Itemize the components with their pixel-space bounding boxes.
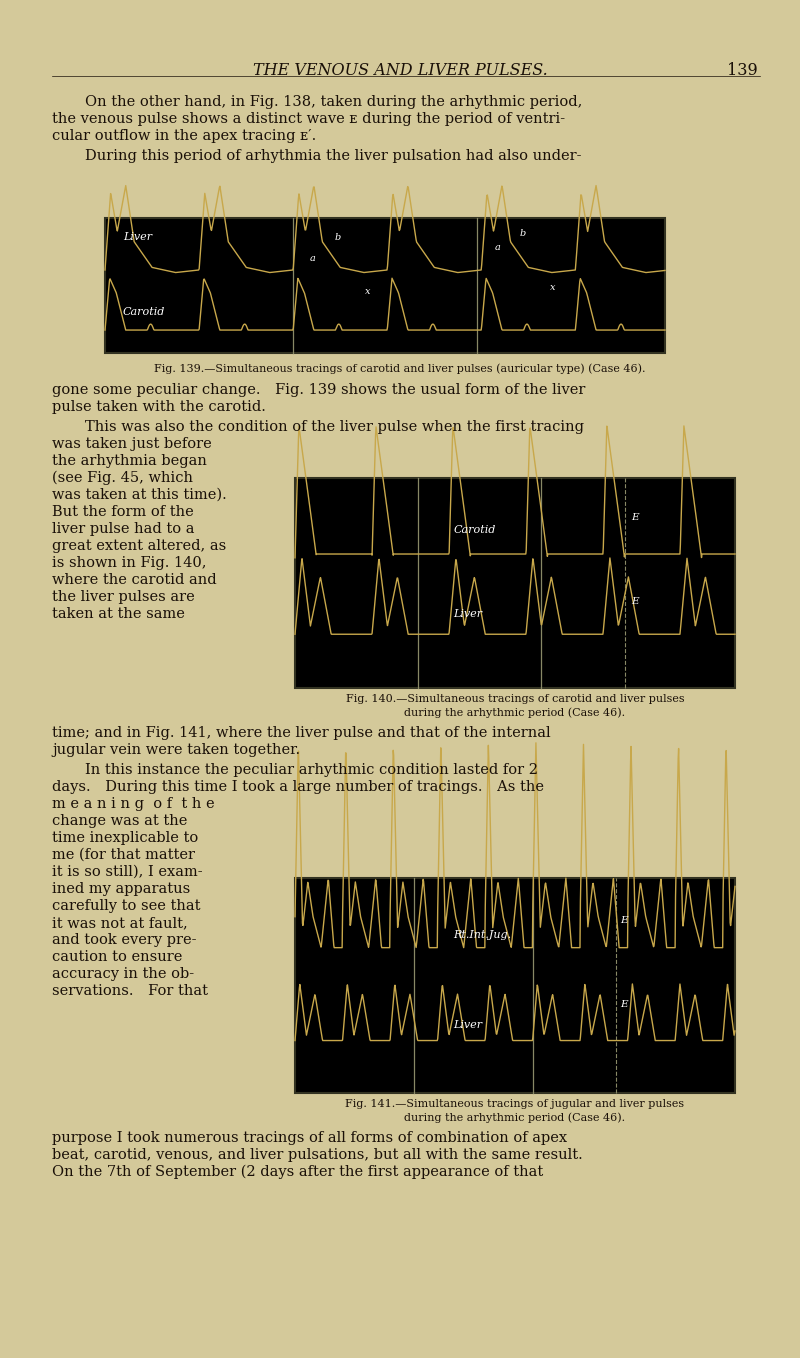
Text: great extent altered, as: great extent altered, as [52, 539, 226, 553]
Text: purpose I took numerous tracings of all forms of combination of apex: purpose I took numerous tracings of all … [52, 1131, 567, 1145]
Text: Liver: Liver [454, 608, 482, 619]
Text: (see Fig. 45, which: (see Fig. 45, which [52, 471, 193, 485]
Text: On the 7th of September (2 days after the first appearance of that: On the 7th of September (2 days after th… [52, 1165, 543, 1179]
Text: time; and in Fig. 141, where the liver pulse and that of the internal: time; and in Fig. 141, where the liver p… [52, 727, 550, 740]
Text: On the other hand, in Fig. 138, taken during the arhythmic period,: On the other hand, in Fig. 138, taken du… [85, 95, 582, 109]
Text: during the arhythmic period (Case 46).: during the arhythmic period (Case 46). [405, 708, 626, 717]
Text: Fig. 140.—Simultaneous tracings of carotid and liver pulses: Fig. 140.—Simultaneous tracings of carot… [346, 694, 684, 703]
Text: Fig. 141.—Simultaneous tracings of jugular and liver pulses: Fig. 141.—Simultaneous tracings of jugul… [346, 1099, 685, 1109]
Text: a: a [310, 254, 315, 263]
Text: it was not at fault,: it was not at fault, [52, 917, 188, 930]
Text: THE VENOUS AND LIVER PULSES.: THE VENOUS AND LIVER PULSES. [253, 62, 547, 79]
Text: was taken at this time).: was taken at this time). [52, 488, 226, 502]
Text: m e a n i n g  o f  t h e: m e a n i n g o f t h e [52, 797, 214, 811]
Text: gone some peculiar change. Fig. 139 shows the usual form of the liver: gone some peculiar change. Fig. 139 show… [52, 383, 586, 397]
Text: E: E [632, 598, 639, 606]
Text: where the carotid and: where the carotid and [52, 573, 217, 587]
Text: b: b [519, 228, 526, 238]
Text: Carotid: Carotid [454, 524, 496, 535]
Bar [295, 879, 735, 1093]
Text: and took every pre-: and took every pre- [52, 933, 197, 947]
Text: change was at the: change was at the [52, 813, 187, 828]
Text: Rt.Int.Jug.: Rt.Int.Jug. [454, 930, 511, 940]
Bar [295, 478, 735, 689]
Text: me (for that matter: me (for that matter [52, 847, 195, 862]
Text: Fig. 139.—Simultaneous tracings of carotid and liver pulses (auricular type) (Ca: Fig. 139.—Simultaneous tracings of carot… [154, 363, 646, 373]
Text: cular outflow in the apex tracing ᴇ′.: cular outflow in the apex tracing ᴇ′. [52, 129, 316, 143]
Text: pulse taken with the carotid.: pulse taken with the carotid. [52, 401, 266, 414]
Text: servations. For that: servations. For that [52, 985, 208, 998]
Text: carefully to see that: carefully to see that [52, 899, 201, 913]
Text: E: E [621, 999, 628, 1009]
Text: Liver: Liver [123, 232, 152, 242]
Text: caution to ensure: caution to ensure [52, 951, 182, 964]
Text: b: b [334, 232, 341, 242]
Text: the liver pulses are: the liver pulses are [52, 589, 194, 604]
Text: jugular vein were taken together.: jugular vein were taken together. [52, 743, 300, 756]
Text: is shown in Fig. 140,: is shown in Fig. 140, [52, 555, 206, 570]
Text: a: a [494, 243, 500, 253]
Text: x: x [550, 282, 556, 292]
Text: E: E [632, 513, 639, 521]
Bar [105, 219, 665, 353]
Text: was taken just before: was taken just before [52, 437, 212, 451]
Text: 139: 139 [727, 62, 758, 79]
Text: x: x [366, 287, 371, 296]
Text: liver pulse had to a: liver pulse had to a [52, 521, 194, 536]
Text: E: E [621, 917, 628, 925]
Text: it is so still), I exam-: it is so still), I exam- [52, 865, 202, 879]
Text: the arhythmia began: the arhythmia began [52, 454, 207, 469]
Text: Carotid: Carotid [123, 307, 166, 318]
Text: During this period of arhythmia the liver pulsation had also under-: During this period of arhythmia the live… [85, 149, 582, 163]
Text: the venous pulse shows a distinct wave ᴇ during the period of ventri-: the venous pulse shows a distinct wave ᴇ… [52, 111, 565, 126]
Text: In this instance the peculiar arhythmic condition lasted for 2: In this instance the peculiar arhythmic … [85, 763, 538, 777]
Text: But the form of the: But the form of the [52, 505, 194, 519]
Text: beat, carotid, venous, and liver pulsations, but all with the same result.: beat, carotid, venous, and liver pulsati… [52, 1148, 582, 1162]
Text: during the arhythmic period (Case 46).: during the arhythmic period (Case 46). [405, 1112, 626, 1123]
Text: taken at the same: taken at the same [52, 607, 185, 621]
Text: ined my apparatus: ined my apparatus [52, 881, 190, 896]
Text: Liver: Liver [454, 1020, 482, 1031]
Text: accuracy in the ob-: accuracy in the ob- [52, 967, 194, 980]
Text: time inexplicable to: time inexplicable to [52, 831, 198, 845]
Text: This was also the condition of the liver pulse when the first tracing: This was also the condition of the liver… [85, 420, 584, 435]
Text: days. During this time I took a large number of tracings. As the: days. During this time I took a large nu… [52, 779, 544, 794]
